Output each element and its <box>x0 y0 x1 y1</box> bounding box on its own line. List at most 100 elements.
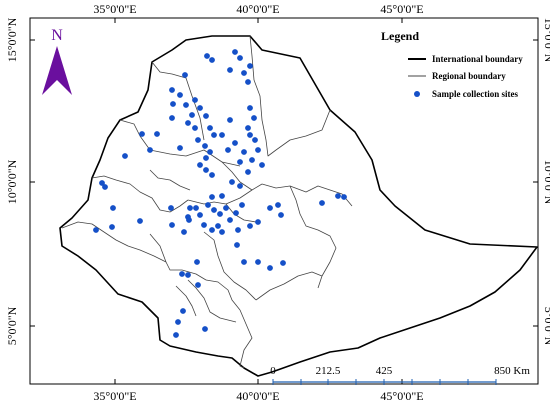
sample-site-marker <box>247 105 253 111</box>
sample-site-marker <box>267 265 273 271</box>
sample-site-marker <box>233 210 239 216</box>
sample-site-marker <box>267 205 273 211</box>
sample-site-marker <box>229 179 235 185</box>
graticule-bottom-35E: 35°0'0"E <box>93 389 136 403</box>
sample-site-marker <box>245 125 251 131</box>
sample-site-marker <box>182 72 188 78</box>
sample-site-marker <box>181 229 187 235</box>
sample-site-marker <box>186 217 192 223</box>
graticule-top-45E: 45°0'0"E <box>380 2 423 16</box>
sample-site-marker <box>179 271 185 277</box>
sample-site-marker <box>245 79 251 85</box>
sample-site-marker <box>169 115 175 121</box>
sample-site-marker <box>207 149 213 155</box>
sample-site-marker <box>280 260 286 266</box>
sample-site-marker <box>217 211 223 217</box>
graticule-ticks <box>30 18 538 384</box>
country-outline <box>59 35 538 377</box>
sample-site-marker <box>219 229 225 235</box>
sample-site-marker <box>237 55 243 61</box>
sample-site-marker <box>223 205 229 211</box>
scale-label-425: 425 <box>376 365 393 377</box>
sample-site-marker <box>139 131 145 137</box>
sample-site-marker <box>245 169 251 175</box>
sample-site-marker <box>102 184 108 190</box>
legend-sample-sites-label: Sample collection sites <box>432 89 518 99</box>
sample-site-marker <box>193 205 199 211</box>
sample-site-marker <box>187 205 193 211</box>
scale-bar: 0 212.5 425 850 Km <box>270 365 530 385</box>
sample-site-marker <box>189 112 195 118</box>
graticule-right-5N: 5°0'0"N <box>542 307 550 346</box>
graticule-left-10N: 10°0'0"N <box>5 159 19 204</box>
regional-boundaries <box>61 35 353 369</box>
graticule-bottom-40E: 40°0'0"E <box>236 389 279 403</box>
sample-site-marker <box>203 113 209 119</box>
north-arrow: N <box>42 27 72 95</box>
sample-site-marker <box>241 149 247 155</box>
sample-site-marker <box>255 259 261 265</box>
sample-site-marker <box>278 212 284 218</box>
sample-site-marker <box>177 145 183 151</box>
legend-sample-site-symbol <box>414 91 420 97</box>
sample-site-marker <box>180 308 186 314</box>
sample-site-marker <box>239 202 245 208</box>
sample-site-marker <box>197 162 203 168</box>
sample-site-marker <box>247 223 253 229</box>
sample-site-marker <box>247 132 253 138</box>
sample-site-marker <box>201 222 207 228</box>
legend-regional-boundary-label: Regional boundary <box>432 71 506 81</box>
sample-site-marker <box>169 87 175 93</box>
scale-label-850: 850 Km <box>494 365 530 377</box>
sample-site-marker <box>204 53 210 59</box>
graticule-bottom-45E: 45°0'0"E <box>380 389 423 403</box>
sample-site-marker <box>202 326 208 332</box>
sample-site-marker <box>109 224 115 230</box>
sample-site-marker <box>251 115 257 121</box>
sample-site-marker <box>232 49 238 55</box>
sample-site-marker <box>194 259 200 265</box>
graticule-left-5N: 5°0'0"N <box>5 306 19 345</box>
scale-bar-ticks <box>272 379 497 385</box>
sample-site-marker <box>227 117 233 123</box>
sample-site-marker <box>93 227 99 233</box>
sample-site-marker <box>237 159 243 165</box>
north-arrow-letter: N <box>51 27 63 44</box>
sample-site-marker <box>209 172 215 178</box>
sample-site-marker <box>209 227 215 233</box>
sample-site-marker <box>202 143 208 149</box>
sample-site-marker <box>219 193 225 199</box>
sample-site-marker <box>247 63 253 69</box>
graticule-top-40E: 40°0'0"E <box>236 2 279 16</box>
sample-site-marker <box>177 92 183 98</box>
sample-site-marker <box>154 131 160 137</box>
sample-site-marker <box>185 120 191 126</box>
sample-site-marker <box>259 162 265 168</box>
sample-site-marker <box>241 259 247 265</box>
scale-label-0: 0 <box>270 365 276 377</box>
sample-site-marker <box>341 194 347 200</box>
sample-site-marker <box>241 70 247 76</box>
sample-site-marker <box>249 157 255 163</box>
sample-site-marker <box>197 212 203 218</box>
sample-site-marker <box>319 200 325 206</box>
sample-site-marker <box>207 125 213 131</box>
sample-site-marker <box>197 105 203 111</box>
sample-site-marker <box>192 97 198 103</box>
north-arrow-icon <box>42 46 72 95</box>
scale-label-212: 212.5 <box>316 365 341 377</box>
graticule-top-35E: 35°0'0"E <box>93 2 136 16</box>
sample-site-marker <box>203 155 209 161</box>
sample-site-marker <box>234 242 240 248</box>
sample-site-marker <box>99 180 105 186</box>
sample-site-marker <box>235 227 241 233</box>
legend-international-boundary-label: International boundary <box>432 54 523 64</box>
sample-site-marker <box>209 57 215 63</box>
sample-site-marker <box>227 67 233 73</box>
sample-site-marker <box>211 207 217 213</box>
sample-site-marker <box>237 183 243 189</box>
sample-site-marker <box>335 193 341 199</box>
sample-site-marker <box>255 147 261 153</box>
